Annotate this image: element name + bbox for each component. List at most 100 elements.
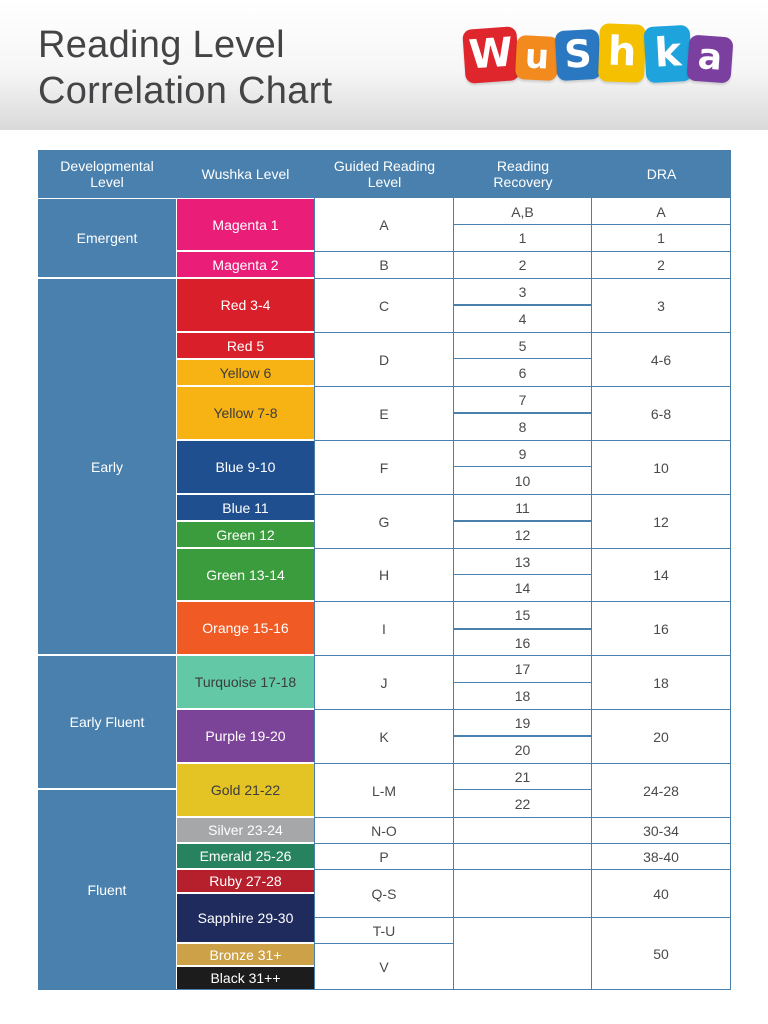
recovery-a-b: A,B [511, 203, 534, 220]
guided-level-p: P [379, 848, 389, 865]
dra-12: 12 [653, 513, 669, 530]
wushka-magenta-1: Magenta 1 [177, 199, 314, 250]
wushka-gold-21-22: Gold 21-22 [177, 764, 314, 816]
grid-line [591, 198, 592, 990]
recovery-13: 13 [514, 553, 531, 570]
grid-line [314, 709, 731, 710]
wushka-green-13-14: Green 13-14 [177, 549, 314, 600]
header-reading-recovery: Reading Recovery [454, 150, 592, 198]
recovery-3: 3 [518, 283, 527, 300]
dra-40: 40 [653, 885, 669, 902]
guided-level-e: E [379, 405, 389, 422]
recovery-20: 20 [514, 742, 531, 758]
grid-line [314, 494, 731, 495]
dev-level-emergent: Emergent [38, 199, 176, 277]
recovery-14: 14 [514, 580, 531, 596]
recovery-8: 8 [518, 419, 527, 435]
wushka-yellow-7-8: Yellow 7-8 [177, 387, 314, 439]
grid-line [314, 943, 453, 944]
dra-6-8: 6-8 [650, 405, 672, 422]
recovery-7: 7 [518, 391, 527, 408]
wushka-emerald-25-26: Emerald 25-26 [177, 844, 314, 868]
guided-level-c: C [378, 297, 390, 314]
guided-level-q-s: Q-S [371, 885, 397, 902]
wushka-bronze-31-plus: Bronze 31+ [177, 944, 314, 965]
grid-line [314, 843, 731, 844]
wushka-logo: W u S h k a [462, 23, 734, 86]
wushka-green-12: Green 12 [177, 522, 314, 547]
recovery-15: 15 [514, 607, 531, 623]
guided-level-k: K [379, 728, 389, 745]
guided-level-j: J [380, 674, 388, 691]
dra-3: 3 [657, 297, 665, 314]
wushka-yellow-6: Yellow 6 [177, 360, 314, 385]
dra-2: 2 [657, 257, 665, 273]
header-dra: DRA [592, 150, 731, 198]
guided-level-d: D [378, 351, 390, 368]
wushka-orange-15-16: Orange 15-16 [177, 602, 314, 654]
guided-level-h: H [378, 567, 390, 583]
wushka-black-31-plus-plus: Black 31++ [177, 967, 314, 989]
logo-letter-w: W [462, 26, 520, 84]
guided-level-f: F [379, 459, 389, 476]
dra-30-34: 30-34 [643, 822, 679, 839]
grid-line [314, 440, 731, 441]
logo-letter-a: a [686, 34, 734, 84]
title-line-1: Reading Level [38, 24, 285, 66]
logo-letter-h: h [598, 23, 646, 83]
dev-level-early-fluent: Early Fluent [38, 656, 176, 788]
grid-line [730, 150, 731, 990]
recovery-1: 1 [518, 230, 527, 246]
grid-line [314, 278, 731, 279]
wushka-red-5: Red 5 [177, 333, 314, 358]
logo-letter-s: S [554, 28, 602, 82]
header-developmental-level: Developmental Level [38, 150, 176, 198]
grid-line [453, 574, 591, 575]
recovery-6: 6 [518, 364, 527, 381]
recovery-21: 21 [514, 768, 531, 785]
wushka-turquoise-17-18: Turquoise 17-18 [177, 656, 314, 708]
wushka-purple-19-20: Purple 19-20 [177, 710, 314, 762]
recovery-2: 2 [518, 257, 527, 273]
dra-50: 50 [653, 945, 669, 962]
recovery-18: 18 [514, 688, 531, 704]
recovery-22: 22 [514, 795, 531, 812]
guided-level-a: A [379, 217, 389, 233]
wushka-blue-9-10: Blue 9-10 [177, 441, 314, 493]
dra-10: 10 [653, 459, 669, 476]
guided-level-i: I [382, 620, 386, 637]
dev-level-early: Early [38, 279, 176, 654]
wushka-red-3-4: Red 3-4 [177, 279, 314, 331]
logo-letter-k: k [643, 24, 693, 84]
header-wushka-level: Wushka Level [176, 150, 315, 198]
grid-line [314, 869, 731, 870]
dra-1: 1 [657, 230, 665, 246]
page-title: Reading Level Correlation Chart [38, 22, 332, 114]
guided-level-b: B [379, 257, 389, 273]
recovery-10: 10 [514, 472, 531, 489]
title-line-2: Correlation Chart [38, 70, 333, 112]
grid-line [453, 358, 591, 359]
grid-line [314, 251, 731, 252]
wushka-silver-23-24: Silver 23-24 [177, 818, 314, 842]
recovery-19: 19 [514, 714, 531, 731]
dra-38-40: 38-40 [643, 848, 679, 865]
wushka-sapphire-29-30: Sapphire 29-30 [177, 894, 314, 942]
guided-level-v: V [379, 958, 389, 975]
grid-line [453, 224, 731, 225]
grid-line [314, 198, 315, 990]
recovery-5: 5 [518, 337, 527, 354]
grid-line [314, 332, 731, 333]
dra-4-6: 4-6 [650, 351, 672, 368]
dra-16: 16 [653, 620, 669, 637]
grid-line [453, 735, 591, 737]
dra-18: 18 [653, 674, 669, 691]
grid-line [314, 548, 731, 549]
page-header: Reading Level Correlation Chart W u S h … [0, 0, 768, 130]
recovery-16: 16 [514, 634, 531, 651]
header-guided-reading-level: Guided Reading Level [315, 150, 454, 198]
grid-line [453, 198, 454, 990]
grid-line [314, 763, 731, 764]
recovery-4: 4 [518, 311, 527, 327]
recovery-9: 9 [518, 445, 527, 462]
